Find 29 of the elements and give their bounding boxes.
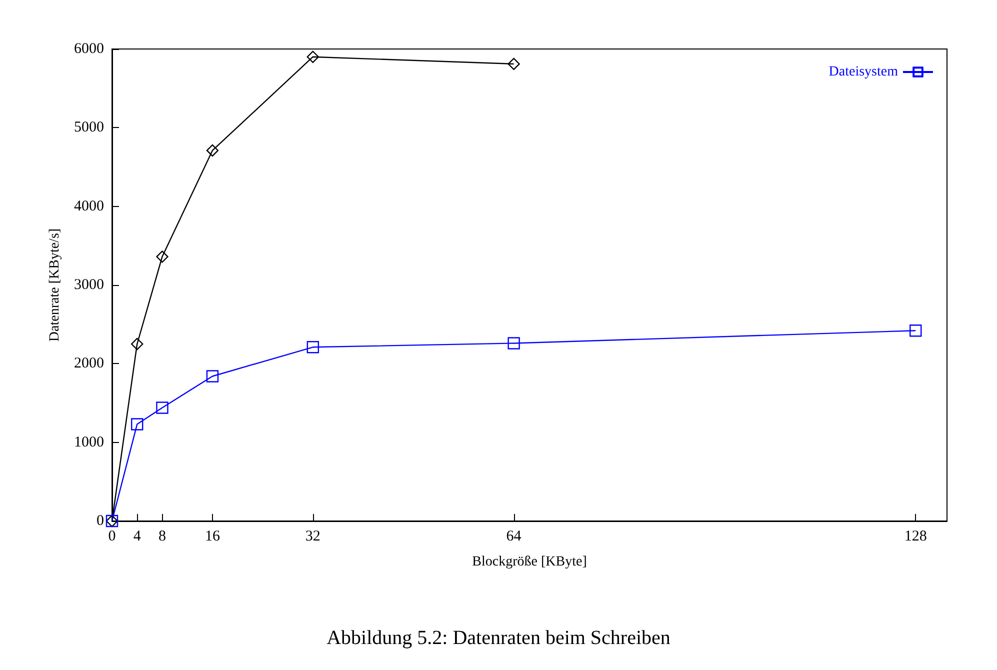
- y-tick-label: 4000: [74, 198, 104, 214]
- point: [206, 370, 219, 382]
- y-tick-label: 1000: [74, 434, 104, 450]
- y-tick-label: 0: [96, 513, 104, 529]
- x-axis-title: Blockgröße [KByte]: [472, 554, 587, 570]
- point: [508, 58, 520, 70]
- point: [131, 338, 144, 350]
- point: [508, 337, 520, 350]
- x-tick-label: 8: [158, 528, 166, 544]
- x-tick-label: 32: [305, 528, 320, 544]
- text: Abbildung 5.2: Datenraten beim Schreiben: [326, 627, 670, 649]
- x-tick-label: 128: [904, 528, 927, 544]
- point: [910, 324, 922, 337]
- x-tick-label: 0: [108, 528, 116, 544]
- point: [156, 250, 168, 263]
- y-axis-title: Datenrate [KByte/s]: [48, 228, 62, 342]
- x-tick-label: 64: [506, 528, 522, 544]
- point: [131, 418, 144, 430]
- point: [306, 50, 319, 63]
- y-tick-label: 6000: [74, 41, 104, 57]
- y-tick-label: 3000: [74, 277, 104, 293]
- x-tick-label: 4: [133, 528, 142, 544]
- point: [306, 341, 319, 354]
- legend-label: Dateisystem: [828, 64, 898, 80]
- point: [206, 144, 219, 157]
- y-tick-label: 5000: [74, 120, 104, 136]
- x-tick-label: 16: [204, 528, 220, 544]
- point: [156, 402, 168, 414]
- y-tick-label: 2000: [74, 356, 104, 372]
